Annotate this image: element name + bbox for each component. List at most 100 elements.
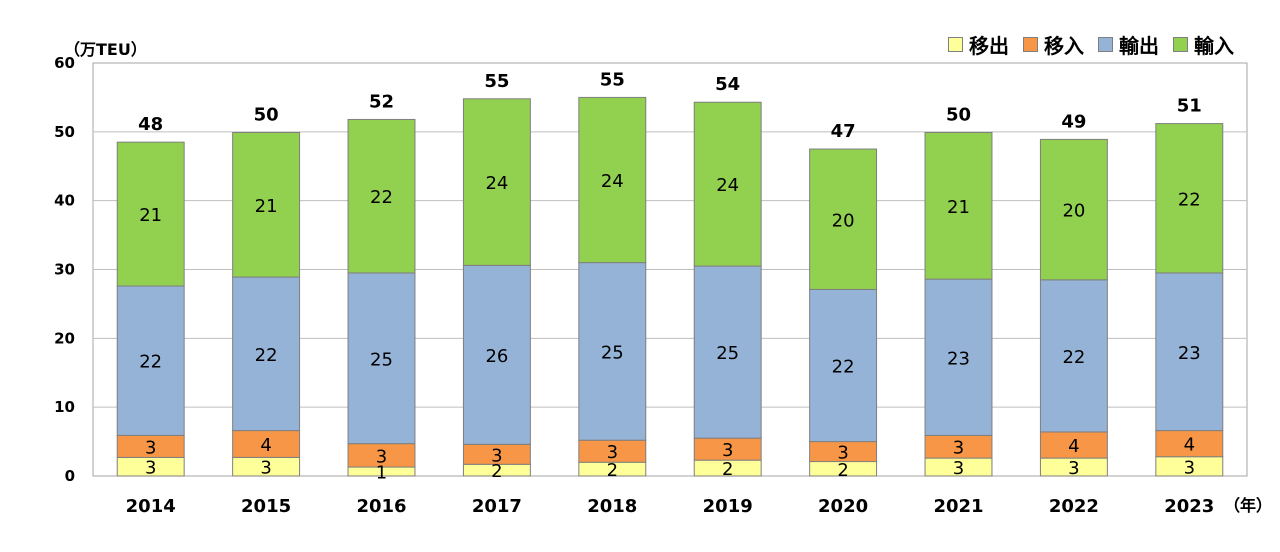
segment-label: 3	[1068, 458, 1079, 479]
total-label: 47	[831, 121, 856, 142]
legend-label: 移出	[969, 34, 1009, 58]
y-tick-label: 50	[54, 123, 75, 141]
x-tick-label: 2023	[1164, 496, 1214, 517]
y-tick-label: 0	[65, 467, 75, 485]
bar-segment	[462, 264, 531, 445]
x-tick-label: 2020	[818, 496, 868, 517]
total-label: 54	[715, 74, 740, 95]
bar-segment	[232, 132, 301, 278]
segment-label: 22	[255, 345, 278, 366]
segment-labels: 3322213422211325222326242325242325242322…	[139, 171, 1201, 484]
bar-segment	[578, 96, 647, 264]
segment-label: 3	[376, 446, 387, 467]
x-tick-label: 2018	[587, 496, 637, 517]
legend-swatch	[1173, 37, 1188, 52]
x-tick-label: 2022	[1049, 496, 1099, 517]
x-tick-label: 2016	[356, 496, 406, 517]
legend-item-輸入: 輸入	[1173, 30, 1234, 59]
legend-label: 輸出	[1119, 34, 1159, 58]
legend-swatch	[948, 37, 963, 52]
segment-label: 22	[1062, 347, 1085, 368]
bar-segment	[1039, 138, 1108, 281]
segment-label: 25	[716, 343, 739, 364]
segment-label: 4	[260, 435, 271, 456]
segment-label: 22	[832, 357, 855, 378]
segment-label: 21	[255, 196, 278, 217]
segment-label: 24	[601, 171, 624, 192]
total-label: 55	[600, 69, 625, 90]
bar-segment	[462, 98, 531, 266]
segment-label: 3	[953, 438, 964, 459]
y-tick-label: 20	[54, 329, 75, 347]
legend-label: 輸入	[1194, 34, 1234, 58]
segment-label: 22	[139, 352, 162, 373]
segment-label: 2	[491, 461, 502, 482]
segment-label: 23	[947, 348, 970, 369]
x-tick-label: 2019	[703, 496, 753, 517]
bar-segment	[347, 118, 416, 274]
segment-label: 4	[1068, 436, 1079, 457]
bar-segment	[1155, 272, 1224, 432]
segment-label: 2	[837, 460, 848, 481]
total-label: 55	[484, 71, 509, 92]
segment-label: 23	[1178, 343, 1201, 364]
x-axis-unit-label: （年）	[1224, 496, 1273, 515]
y-tick-label: 30	[54, 261, 75, 279]
segment-label: 24	[485, 173, 508, 194]
total-label: 50	[946, 105, 971, 126]
bar-segment	[116, 285, 185, 436]
segment-label: 3	[837, 443, 848, 464]
bar-segment	[1155, 123, 1224, 274]
legend-swatch	[1023, 37, 1038, 52]
bar-segment	[578, 262, 647, 441]
legend-item-輸出: 輸出	[1098, 30, 1159, 59]
y-tick-label: 60	[54, 54, 75, 72]
segment-label: 3	[260, 458, 271, 479]
segment-label: 20	[1062, 201, 1085, 222]
segment-label: 3	[145, 437, 156, 458]
y-axis: 0 10 20 30 40 50 60	[54, 54, 75, 485]
bar-segment	[924, 278, 993, 436]
segment-label: 25	[601, 342, 624, 363]
x-tick-label: 2021	[933, 496, 983, 517]
legend-swatch	[1098, 37, 1113, 52]
legend: 移出 移入 輸出 輸入	[948, 30, 1234, 59]
segment-label: 3	[607, 442, 618, 463]
bar-segment	[693, 101, 762, 267]
legend-label: 移入	[1044, 34, 1084, 58]
total-label: 50	[254, 105, 279, 126]
bar-segment	[232, 430, 301, 458]
x-tick-label: 2014	[126, 496, 176, 517]
y-axis-unit-label: （万TEU）	[64, 40, 147, 59]
segment-label: 21	[947, 197, 970, 218]
bar-segment	[924, 132, 993, 280]
bar-segment	[809, 148, 878, 290]
segment-label: 20	[832, 210, 855, 231]
segment-label: 3	[722, 440, 733, 461]
legend-item-移出: 移出	[948, 30, 1009, 59]
segment-label: 2	[607, 460, 618, 481]
segment-label: 1	[376, 463, 387, 484]
bar-segment	[1039, 279, 1108, 433]
x-tick-label: 2017	[472, 496, 522, 517]
segment-label: 21	[139, 205, 162, 226]
segment-label: 4	[1184, 435, 1195, 456]
bar-segment	[232, 276, 301, 432]
legend-item-移入: 移入	[1023, 30, 1084, 59]
segment-label: 2	[722, 459, 733, 480]
segment-label: 3	[491, 445, 502, 466]
segment-label: 22	[1178, 189, 1201, 210]
total-label: 51	[1177, 96, 1202, 117]
segment-label: 22	[370, 187, 393, 208]
segment-label: 3	[953, 458, 964, 479]
y-tick-label: 40	[54, 192, 75, 210]
segment-label: 25	[370, 349, 393, 370]
total-labels: 48 50 52 55 55 54 47 50 49 51	[138, 69, 1202, 142]
bars	[116, 96, 1224, 477]
bar-segment	[347, 272, 416, 445]
segment-label: 3	[145, 458, 156, 479]
segment-label: 3	[1184, 457, 1195, 478]
x-axis: 2014 2015 2016 2017 2018 2019 2020 2021 2022 2023	[126, 496, 1215, 517]
segment-label: 24	[716, 175, 739, 196]
